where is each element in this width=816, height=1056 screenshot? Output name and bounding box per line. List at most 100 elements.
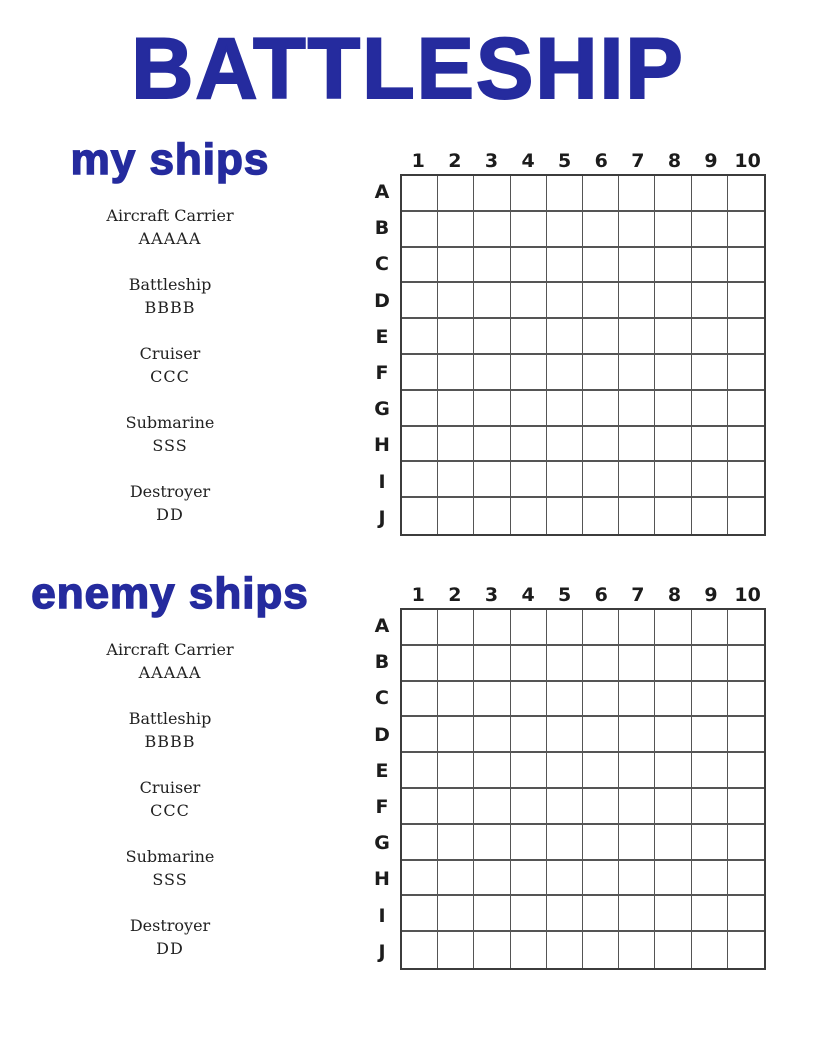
grid-cell-G4[interactable] bbox=[510, 824, 547, 861]
grid-cell-A1[interactable] bbox=[402, 610, 439, 646]
grid-cell-F6[interactable] bbox=[582, 354, 620, 391]
grid-cell-I4[interactable] bbox=[510, 896, 547, 933]
grid-cell-E1[interactable] bbox=[402, 753, 439, 789]
grid-cell-E10[interactable] bbox=[727, 753, 764, 789]
grid-cell-D1[interactable] bbox=[402, 717, 439, 754]
grid-cell-B5[interactable] bbox=[546, 211, 583, 248]
grid-cell-H1[interactable] bbox=[402, 860, 439, 897]
grid-cell-A8[interactable] bbox=[655, 176, 692, 212]
grid-cell-B3[interactable] bbox=[474, 211, 511, 248]
grid-cell-A3[interactable] bbox=[474, 176, 511, 212]
grid-cell-D8[interactable] bbox=[655, 717, 692, 754]
grid-cell-C5[interactable] bbox=[546, 681, 583, 718]
grid-cell-D10[interactable] bbox=[727, 717, 764, 754]
grid-cell-A7[interactable] bbox=[619, 610, 656, 646]
grid-cell-D4[interactable] bbox=[510, 717, 547, 754]
grid-cell-C1[interactable] bbox=[402, 681, 439, 718]
grid-cell-F8[interactable] bbox=[655, 354, 692, 391]
grid-cell-H9[interactable] bbox=[691, 860, 728, 897]
grid-cell-D2[interactable] bbox=[438, 717, 475, 754]
grid-cell-G10[interactable] bbox=[727, 824, 764, 861]
grid-cell-H3[interactable] bbox=[474, 860, 511, 897]
grid-cell-D4[interactable] bbox=[510, 283, 547, 320]
grid-cell-A7[interactable] bbox=[619, 176, 656, 212]
grid-cell-C8[interactable] bbox=[655, 681, 692, 718]
grid-cell-G6[interactable] bbox=[582, 824, 620, 861]
grid-cell-I7[interactable] bbox=[619, 896, 656, 933]
grid-cell-E8[interactable] bbox=[655, 319, 692, 355]
grid-cell-F2[interactable] bbox=[438, 354, 475, 391]
grid-cell-G6[interactable] bbox=[582, 390, 620, 427]
grid-cell-I3[interactable] bbox=[474, 896, 511, 933]
grid-cell-D10[interactable] bbox=[727, 283, 764, 320]
grid-cell-F7[interactable] bbox=[619, 354, 656, 391]
grid-cell-G3[interactable] bbox=[474, 824, 511, 861]
grid-cell-F5[interactable] bbox=[546, 354, 583, 391]
grid-cell-C5[interactable] bbox=[546, 247, 583, 284]
grid-cell-J7[interactable] bbox=[619, 932, 656, 968]
grid-cell-B6[interactable] bbox=[582, 645, 620, 682]
grid-cell-B3[interactable] bbox=[474, 645, 511, 682]
grid-cell-I2[interactable] bbox=[438, 462, 475, 499]
grid-cell-J7[interactable] bbox=[619, 498, 656, 534]
grid-cell-F2[interactable] bbox=[438, 788, 475, 825]
grid-cell-A5[interactable] bbox=[546, 176, 583, 212]
grid-cell-F1[interactable] bbox=[402, 788, 439, 825]
grid-cell-E2[interactable] bbox=[438, 319, 475, 355]
grid-cell-B7[interactable] bbox=[619, 645, 656, 682]
grid-cell-C10[interactable] bbox=[727, 247, 764, 284]
grid-cell-I10[interactable] bbox=[727, 896, 764, 933]
grid-cell-F4[interactable] bbox=[510, 788, 547, 825]
grid-cell-H10[interactable] bbox=[727, 860, 764, 897]
grid-cell-A8[interactable] bbox=[655, 610, 692, 646]
grid-cell-D8[interactable] bbox=[655, 283, 692, 320]
grid-cell-F8[interactable] bbox=[655, 788, 692, 825]
grid-cell-B6[interactable] bbox=[582, 211, 620, 248]
grid-cell-H1[interactable] bbox=[402, 426, 439, 463]
grid-cell-I9[interactable] bbox=[691, 462, 728, 499]
grid-cell-F3[interactable] bbox=[474, 788, 511, 825]
grid-cell-E4[interactable] bbox=[510, 753, 547, 789]
grid-cell-J5[interactable] bbox=[546, 932, 583, 968]
grid-cell-A6[interactable] bbox=[582, 176, 620, 212]
grid-cell-H7[interactable] bbox=[619, 860, 656, 897]
grid-cell-J5[interactable] bbox=[546, 498, 583, 534]
grid-cell-H9[interactable] bbox=[691, 426, 728, 463]
grid-cell-I6[interactable] bbox=[582, 462, 620, 499]
grid-cell-D1[interactable] bbox=[402, 283, 439, 320]
grid-cell-A3[interactable] bbox=[474, 610, 511, 646]
grid-cell-D7[interactable] bbox=[619, 717, 656, 754]
grid-cell-F1[interactable] bbox=[402, 354, 439, 391]
grid-cell-H7[interactable] bbox=[619, 426, 656, 463]
grid-cell-H8[interactable] bbox=[655, 426, 692, 463]
grid-cell-C6[interactable] bbox=[582, 247, 620, 284]
grid-cell-E6[interactable] bbox=[582, 753, 620, 789]
grid-cell-E7[interactable] bbox=[619, 319, 656, 355]
grid-cell-E3[interactable] bbox=[474, 753, 511, 789]
grid-cell-B4[interactable] bbox=[510, 645, 547, 682]
grid-cell-G8[interactable] bbox=[655, 390, 692, 427]
grid-cell-A2[interactable] bbox=[438, 176, 475, 212]
grid-cell-G7[interactable] bbox=[619, 390, 656, 427]
grid-cell-J8[interactable] bbox=[655, 498, 692, 534]
grid-cell-A2[interactable] bbox=[438, 610, 475, 646]
grid-cell-C1[interactable] bbox=[402, 247, 439, 284]
grid-cell-B7[interactable] bbox=[619, 211, 656, 248]
grid-cell-A4[interactable] bbox=[510, 610, 547, 646]
grid-cell-A9[interactable] bbox=[691, 176, 728, 212]
grid-cell-I10[interactable] bbox=[727, 462, 764, 499]
grid-cell-J3[interactable] bbox=[474, 932, 511, 968]
grid-cell-F10[interactable] bbox=[727, 354, 764, 391]
grid-cell-J4[interactable] bbox=[510, 498, 547, 534]
grid-cell-G3[interactable] bbox=[474, 390, 511, 427]
grid-cell-C3[interactable] bbox=[474, 247, 511, 284]
grid-cell-F5[interactable] bbox=[546, 788, 583, 825]
grid-cell-G1[interactable] bbox=[402, 824, 439, 861]
grid-cell-B9[interactable] bbox=[691, 211, 728, 248]
grid-cell-D7[interactable] bbox=[619, 283, 656, 320]
grid-cell-I8[interactable] bbox=[655, 896, 692, 933]
grid-cell-F4[interactable] bbox=[510, 354, 547, 391]
grid-cell-B5[interactable] bbox=[546, 645, 583, 682]
grid-cell-F6[interactable] bbox=[582, 788, 620, 825]
grid-cell-G10[interactable] bbox=[727, 390, 764, 427]
